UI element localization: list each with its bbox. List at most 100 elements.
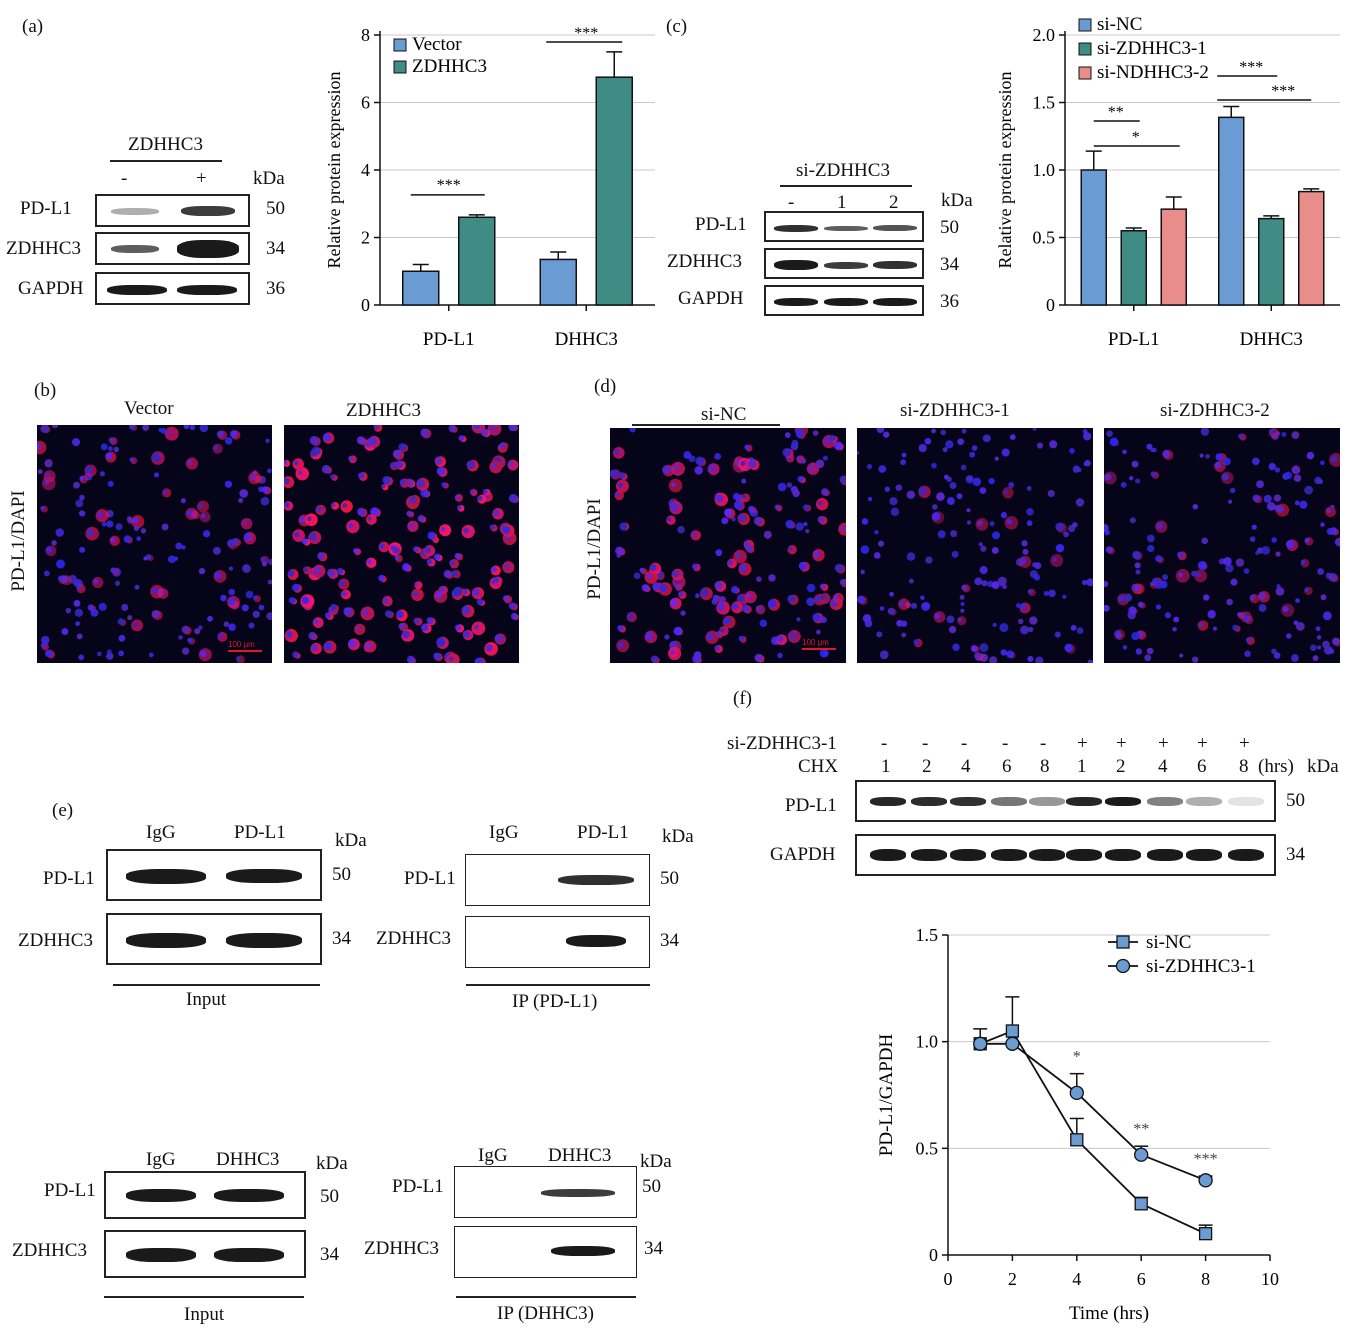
bar (1120, 230, 1147, 306)
dapi-nucleus (937, 530, 946, 539)
dapi-nucleus (260, 556, 266, 562)
dapi-nucleus (610, 469, 618, 478)
dapi-nucleus (1109, 437, 1119, 447)
scale-bar-b (228, 650, 262, 652)
y-tick-label: 8 (361, 25, 370, 45)
dapi-nucleus (153, 472, 160, 478)
band (1029, 797, 1065, 806)
blot-f-sirna-mark: - (922, 733, 929, 754)
panel-label-e: (e) (52, 800, 74, 821)
dapi-nucleus (76, 633, 83, 640)
dapi-nucleus (799, 564, 806, 570)
y-tick-label: 0.5 (1033, 228, 1056, 248)
blot-a-kda-pdl1: 50 (266, 198, 285, 219)
dapi-nucleus (1155, 581, 1163, 590)
dapi-nucleus (90, 608, 99, 617)
dapi-nucleus (649, 564, 657, 571)
dapi-nucleus (1150, 447, 1155, 453)
dapi-nucleus (65, 607, 72, 614)
dapi-nucleus (61, 628, 69, 635)
dapi-nucleus (956, 493, 963, 500)
dapi-nucleus (617, 624, 624, 632)
dapi-nucleus (1237, 612, 1242, 617)
band (126, 1189, 196, 1202)
dapi-nucleus (1104, 580, 1109, 588)
dapi-nucleus (1072, 465, 1081, 473)
dapi-nucleus (949, 481, 957, 490)
blot-f-chx-time: 4 (961, 756, 971, 777)
blot-f-chx-time: 6 (1002, 756, 1012, 777)
dapi-nucleus (301, 596, 310, 604)
dapi-nucleus (1043, 590, 1049, 597)
chart-c-bar: 0 0.5 1.0 1.5 2.0 Relative protein expression… (995, 14, 1340, 350)
dapi-nucleus (267, 468, 272, 474)
y-axis-label: PD-L1/GAPDH (876, 1033, 897, 1156)
legend-label: si-ZDHHC3-1 (1146, 956, 1256, 977)
dapi-nucleus (1197, 560, 1207, 570)
dapi-nucleus (715, 494, 724, 503)
dapi-nucleus (1135, 478, 1141, 484)
dapi-nucleus (134, 584, 140, 590)
band (991, 797, 1027, 806)
dapi-nucleus (1133, 551, 1141, 560)
dapi-nucleus (708, 464, 715, 472)
dapi-nucleus (619, 522, 628, 531)
micro-b-title-1: Vector (124, 398, 174, 419)
dapi-nucleus (448, 425, 457, 433)
dapi-nucleus (1049, 440, 1058, 449)
pd-l1-signal (43, 470, 56, 483)
dapi-nucleus (802, 504, 809, 510)
dapi-nucleus (650, 655, 659, 663)
dapi-nucleus (860, 569, 865, 575)
dapi-nucleus (1026, 508, 1034, 516)
cell-field (610, 428, 846, 663)
x-tick-label: 0 (944, 1269, 953, 1289)
dapi-nucleus (1261, 545, 1271, 555)
y-tick-label: 0 (929, 1245, 938, 1265)
dapi-nucleus (883, 431, 890, 438)
blot-c-strip-zdhhc3 (764, 248, 924, 279)
dapi-nucleus (1255, 550, 1260, 556)
dapi-nucleus (1036, 442, 1044, 449)
band (214, 1248, 284, 1262)
dapi-nucleus (910, 602, 918, 609)
dapi-nucleus (1134, 562, 1141, 569)
dapi-nucleus (931, 462, 937, 469)
blot-f-sirna-mark: + (1077, 733, 1088, 754)
scale-bar-label-b: 100 μm (228, 640, 255, 649)
blot-a-strip-zdhhc3 (95, 232, 250, 265)
dapi-nucleus (748, 505, 755, 513)
dapi-nucleus (238, 498, 244, 503)
dapi-nucleus (342, 503, 348, 508)
coip-2-row-pdl1: PD-L1 (404, 868, 456, 889)
dapi-nucleus (348, 455, 354, 461)
dapi-nucleus (1266, 502, 1276, 511)
blot-f-row1-label: si-ZDHHC3-1 (727, 733, 837, 754)
dapi-nucleus (874, 530, 879, 535)
dapi-nucleus (441, 482, 447, 488)
dapi-nucleus (181, 647, 190, 655)
dapi-nucleus (45, 473, 50, 478)
dapi-nucleus (1238, 433, 1244, 440)
bar (1258, 217, 1285, 306)
dapi-nucleus (485, 644, 493, 652)
dapi-nucleus (924, 437, 932, 445)
blot-c-row-label-zdhhc3: ZDHHC3 (667, 251, 742, 272)
dapi-nucleus (960, 608, 965, 613)
dapi-nucleus (1086, 578, 1093, 587)
significance-label: *** (574, 25, 598, 42)
band (541, 1189, 615, 1197)
dapi-nucleus (887, 607, 895, 615)
dapi-nucleus (99, 471, 105, 477)
dapi-nucleus (1064, 643, 1073, 653)
coip-2-caption-line (466, 984, 650, 986)
x-tick-label: DHHC3 (1240, 329, 1303, 350)
dapi-nucleus (829, 435, 836, 442)
dapi-nucleus (242, 564, 251, 573)
dapi-nucleus (1006, 650, 1014, 659)
dapi-nucleus (37, 443, 41, 450)
dapi-nucleus (1069, 448, 1075, 454)
band (1186, 797, 1222, 806)
dapi-nucleus (796, 617, 801, 622)
dapi-nucleus (348, 639, 356, 648)
